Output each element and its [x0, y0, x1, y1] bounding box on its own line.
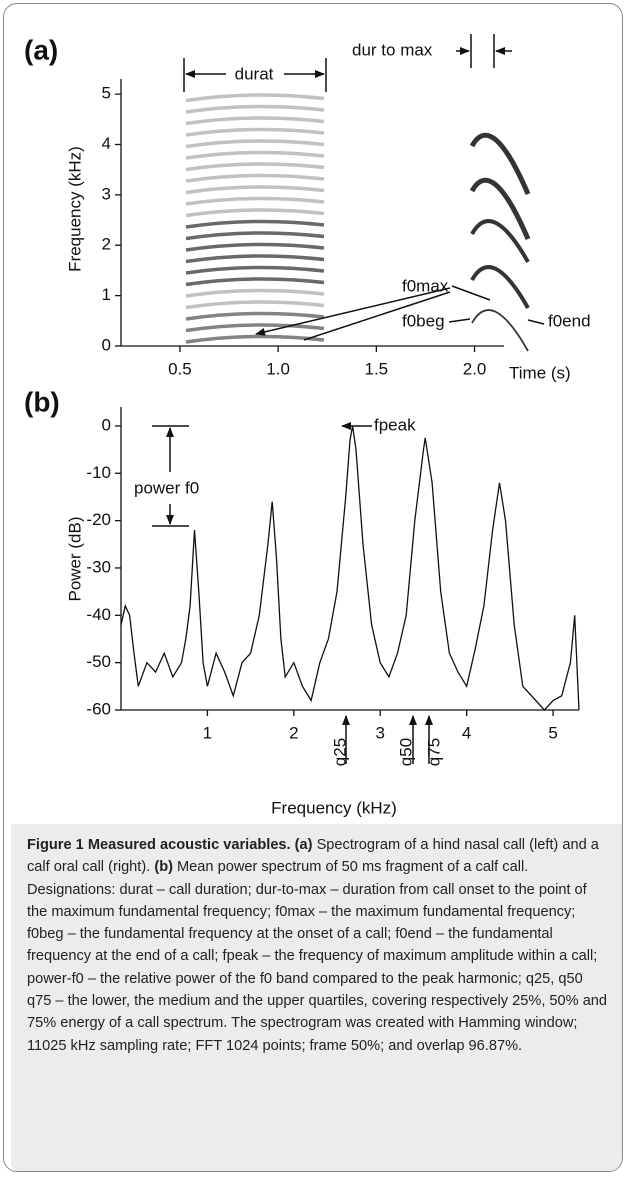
- x-tick-label: 5: [548, 723, 557, 742]
- spectrogram-band: [185, 162, 325, 172]
- annotation-arrows: [152, 422, 433, 764]
- annotation: durat: [235, 64, 274, 83]
- figure: (a) Frequency (kHz) Time (s) durat dur t…: [3, 3, 623, 1172]
- annotation: q75: [424, 738, 443, 766]
- y-tick-label: 1: [102, 285, 111, 304]
- annotation: fpeak: [374, 415, 416, 434]
- y-axis-label: Power (dB): [65, 516, 84, 601]
- spectrum-line: [120, 425, 580, 711]
- caption-text: Mean power spectrum of 50 ms fragment of…: [27, 859, 612, 1054]
- caption-text: (a): [294, 837, 313, 853]
- y-tick-label: 3: [102, 184, 111, 203]
- spectrogram-band: [185, 288, 325, 298]
- spectrogram-band: [185, 311, 325, 321]
- y-tick-label: 5: [102, 84, 111, 103]
- spectrogram-band: [185, 150, 325, 160]
- y-tick-label: -30: [86, 557, 111, 576]
- spectrogram-band: [185, 334, 325, 344]
- y-tick-label: 2: [102, 235, 111, 254]
- spectrogram-harmonic: [469, 177, 531, 240]
- spectrogram-band: [185, 277, 325, 287]
- spectrogram-band: [185, 219, 325, 229]
- x-tick-label: 2: [289, 723, 298, 742]
- x-tick-label: 4: [462, 723, 471, 742]
- y-tick-label: -40: [86, 605, 111, 624]
- spectrogram-band: [185, 116, 325, 126]
- spectrogram-band: [185, 254, 325, 264]
- caption: Figure 1 Measured acoustic variables. (a…: [11, 824, 622, 1171]
- annotation: q25: [330, 738, 349, 766]
- annotation: q50: [396, 738, 415, 766]
- spectrogram-band: [185, 127, 325, 137]
- x-tick-label: 0.5: [168, 359, 192, 378]
- caption-text: Figure 1 Measured acoustic variables.: [27, 837, 291, 853]
- annotation: f0beg: [402, 311, 445, 330]
- y-tick-label: 4: [102, 134, 111, 153]
- spectrogram-band: [185, 139, 325, 149]
- spectrogram-image: [185, 93, 531, 352]
- x-tick-label: 2.0: [463, 359, 487, 378]
- x-tick-label: 3: [376, 723, 385, 742]
- y-tick-label: -50: [86, 652, 111, 671]
- y-axis-label: Frequency (kHz): [65, 146, 84, 272]
- spectrogram-band: [185, 173, 325, 183]
- y-tick-label: -20: [86, 510, 111, 529]
- annotation: f0end: [548, 311, 591, 330]
- spectrogram-band: [185, 323, 325, 333]
- annotation: dur to max: [352, 40, 433, 59]
- caption-text: Spectrogram of a hind nasal call (left) …: [27, 837, 603, 876]
- panel-label: (b): [24, 386, 60, 417]
- x-axis-label: Time (s): [509, 363, 571, 382]
- x-axis-label: Frequency (kHz): [271, 798, 397, 817]
- spectrogram-band: [185, 185, 325, 195]
- annotation: f0max: [402, 276, 449, 295]
- annotation: power f0: [134, 478, 199, 497]
- figure-panels: (a) Frequency (kHz) Time (s) durat dur t…: [24, 34, 591, 817]
- spectrogram-harmonic: [469, 132, 531, 195]
- spectrogram-band: [185, 231, 325, 241]
- x-tick-label: 1.0: [266, 359, 290, 378]
- spectrogram-band: [185, 300, 325, 310]
- spectrogram-band: [185, 242, 325, 252]
- spectrogram-harmonic: [470, 265, 530, 309]
- annotation-arrows: [183, 34, 545, 341]
- spectrogram-band: [185, 265, 325, 275]
- panel-label: (a): [24, 34, 58, 65]
- y-tick-label: -60: [86, 699, 111, 718]
- spectrogram-band: [185, 93, 325, 103]
- spectrogram-harmonic: [471, 309, 529, 352]
- x-tick-label: 1: [203, 723, 212, 742]
- y-tick-label: 0: [102, 335, 111, 354]
- x-tick-label: 1.5: [365, 359, 389, 378]
- y-tick-label: -10: [86, 463, 111, 482]
- spectrogram-harmonic: [470, 219, 530, 263]
- spectrogram-band: [185, 196, 325, 206]
- spectrogram-band: [185, 104, 325, 114]
- spectrogram-band: [185, 208, 325, 218]
- caption-text: (b): [154, 859, 173, 876]
- y-tick-label: 0: [102, 415, 111, 434]
